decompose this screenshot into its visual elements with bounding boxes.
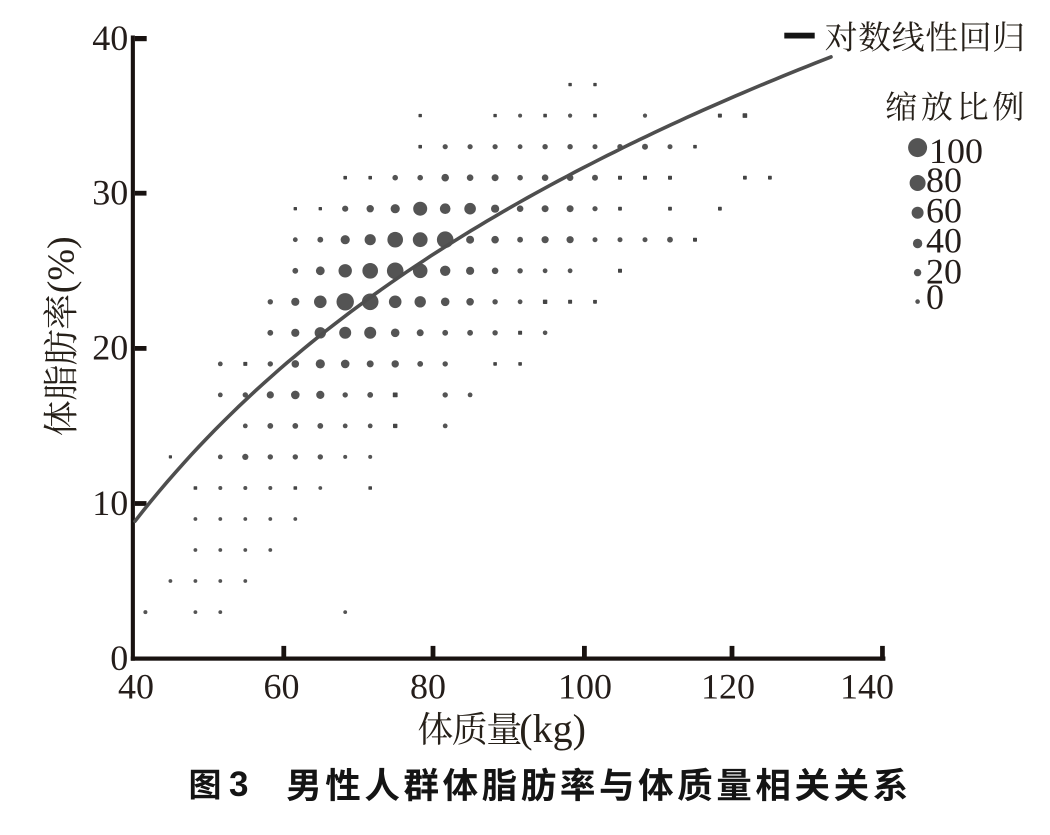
svg-text:(%): (%) <box>41 236 83 293</box>
svg-text:100: 100 <box>929 131 983 171</box>
svg-text:80: 80 <box>926 160 962 200</box>
svg-text:40: 40 <box>118 667 154 707</box>
svg-text:(kg): (kg) <box>519 706 586 751</box>
svg-text:60: 60 <box>264 667 300 707</box>
svg-text:120: 120 <box>701 667 755 707</box>
svg-text:30: 30 <box>92 173 128 213</box>
svg-text:0: 0 <box>110 638 128 678</box>
svg-text:100: 100 <box>558 667 612 707</box>
svg-text:40: 40 <box>92 18 128 58</box>
svg-text:10: 10 <box>92 483 128 523</box>
svg-text:140: 140 <box>840 667 894 707</box>
svg-text:40: 40 <box>926 220 962 260</box>
svg-text:60: 60 <box>926 190 962 230</box>
svg-text:3: 3 <box>229 765 248 804</box>
svg-text:80: 80 <box>410 667 446 707</box>
svg-text:20: 20 <box>926 251 962 291</box>
svg-text:20: 20 <box>92 328 128 368</box>
svg-text:0: 0 <box>926 277 944 317</box>
